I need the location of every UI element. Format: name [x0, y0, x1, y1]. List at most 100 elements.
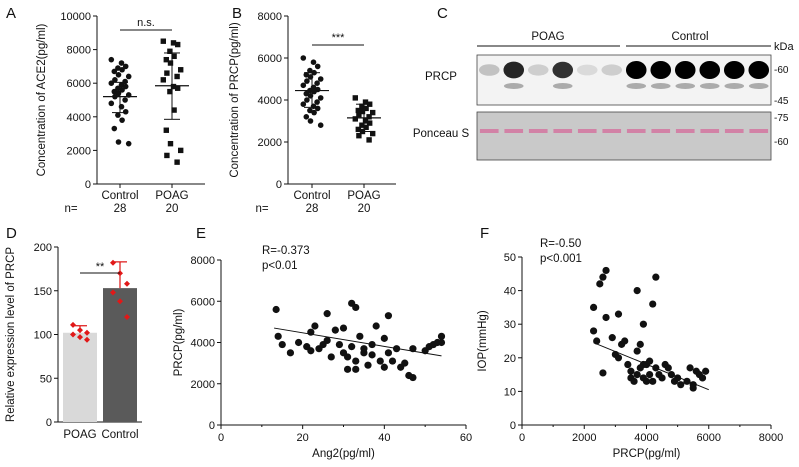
panel-e-chart: 0 2000 4000 6000 8000 PRCP(pg/ml) 0 20 40 60 Ang2(… [173, 245, 472, 460]
data-point [111, 125, 118, 132]
data-point [286, 349, 295, 357]
data-point [409, 373, 417, 382]
y-tick-label: 200 [34, 242, 52, 254]
data-point [307, 67, 313, 74]
data-point [167, 88, 173, 95]
panel-label-e: E [196, 225, 206, 242]
group-n-value: 20 [166, 203, 179, 215]
y-tick-label: 20 [504, 353, 516, 365]
data-point [630, 377, 638, 385]
data-point [624, 360, 632, 369]
data-point [437, 338, 446, 347]
y-axis-label: Concentration of PRCP(pg/ml) [229, 22, 241, 177]
data-point [614, 310, 623, 318]
panel-f-chart: 0 10 20 30 40 50 IOP(mmHg) 0 2000 4000 6000 8000 PRC… [477, 238, 783, 460]
data-point [108, 80, 115, 86]
data-point [278, 340, 286, 349]
data-point [111, 88, 118, 95]
data-point [596, 280, 604, 288]
data-point [274, 332, 282, 340]
blot-band [503, 61, 525, 79]
x-axis-label: PRCP(pg/ml) [613, 448, 681, 460]
data-point [702, 367, 710, 375]
data-point [124, 314, 130, 320]
data-point [363, 105, 369, 112]
data-point [122, 63, 129, 70]
blot-row-label: Ponceau S [413, 128, 470, 140]
panel-label-f: F [480, 225, 489, 242]
data-point [314, 63, 321, 70]
panel-label-a: A [6, 5, 16, 22]
data-point [356, 133, 362, 139]
data-point [352, 95, 358, 101]
y-tick-label: 2000 [258, 137, 282, 149]
ponceau-band [700, 129, 720, 133]
blot-marker-label: -60 [774, 137, 789, 148]
data-point [84, 329, 90, 336]
data-point [384, 349, 393, 357]
data-point [108, 56, 115, 63]
y-tick-label: 6000 [191, 296, 215, 308]
data-point [300, 55, 307, 61]
y-tick-label: 0 [209, 420, 215, 432]
data-point [368, 351, 376, 359]
data-point [686, 364, 694, 372]
data-point [171, 53, 177, 60]
x-category-label: POAG [155, 190, 188, 202]
significance-label: n.s. [137, 17, 155, 29]
data-point [163, 56, 169, 63]
x-category-label: POAG [63, 429, 96, 441]
data-point [331, 326, 339, 334]
data-point [303, 114, 310, 120]
group-n-value: 28 [306, 203, 319, 215]
y-tick-label: 2000 [67, 145, 91, 157]
panel-d-chart: 0 50 100 150 200 Relative expression level of… [5, 242, 142, 441]
data-point [300, 82, 307, 89]
panel-a-chart: 0 2000 4000 6000 8000 10000 Concentration of A… [36, 11, 205, 215]
y-tick-label: 4000 [191, 338, 215, 350]
data-point [160, 77, 166, 83]
data-point [380, 334, 388, 342]
data-point [380, 363, 388, 371]
ponceau-band [553, 129, 573, 133]
x-category-label: POAG [347, 190, 380, 202]
significance-label: ** [96, 261, 105, 273]
data-point [122, 108, 129, 115]
data-point [164, 152, 170, 159]
ponceau-band [479, 129, 499, 133]
data-point [110, 289, 116, 296]
data-point [175, 85, 181, 91]
data-point [649, 300, 657, 308]
y-tick-label: 8000 [191, 255, 215, 267]
data-point [303, 90, 310, 97]
panel-c-western-blot: POAG Control kDa PRCP -60 -45 Ponceau S -75 -60 [413, 31, 794, 161]
blot-group-label: Control [671, 31, 708, 43]
blot-row-label: PRCP [425, 71, 457, 83]
y-axis-label: Concentration of ACE2(pg/ml) [36, 23, 48, 176]
data-point [323, 310, 331, 318]
blot-band [478, 64, 500, 76]
data-point [355, 107, 361, 114]
data-point [698, 374, 707, 382]
n-label: n= [255, 203, 268, 215]
x-category-label: Control [293, 190, 330, 202]
data-point [112, 77, 118, 83]
data-point [360, 349, 368, 357]
y-tick-label: 0 [46, 417, 52, 429]
data-point [117, 298, 123, 305]
y-tick-label: 8000 [67, 45, 91, 57]
data-point [602, 266, 610, 275]
blot-band [552, 61, 574, 79]
y-tick-label: 6000 [67, 78, 91, 90]
n-label: n= [64, 203, 77, 215]
data-point [352, 357, 360, 365]
data-point [160, 38, 166, 44]
data-point [314, 80, 320, 86]
x-tick-label: 40 [378, 432, 390, 444]
data-point [352, 365, 360, 373]
data-point [627, 367, 635, 375]
data-point [599, 273, 607, 281]
data-point [658, 374, 666, 382]
data-point [122, 83, 129, 90]
ponceau-band [749, 129, 769, 133]
